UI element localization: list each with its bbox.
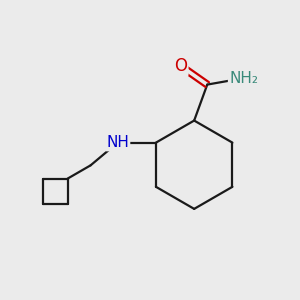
Text: NH₂: NH₂ xyxy=(229,71,258,86)
Text: NH: NH xyxy=(106,135,129,150)
Text: O: O xyxy=(174,57,187,75)
